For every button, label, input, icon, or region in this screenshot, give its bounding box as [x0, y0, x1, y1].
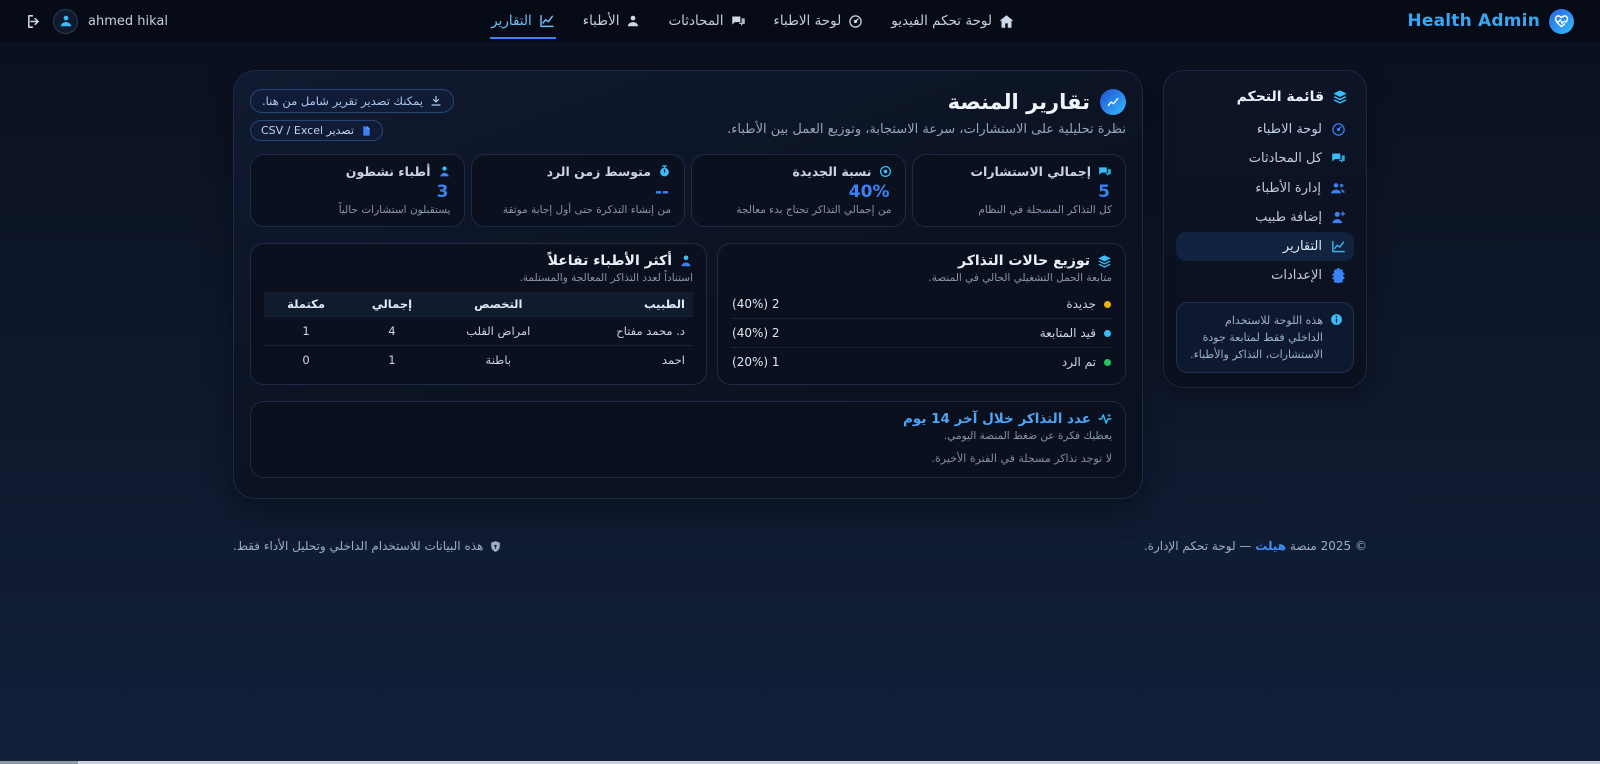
brand-name: Health Admin [1407, 11, 1540, 31]
doctor-icon [438, 165, 451, 178]
main-nav: لوحة تحكم الفيديو لوحة الاطباء المحادثات… [490, 3, 1015, 39]
stat-value: 3 [436, 182, 449, 202]
stat-new-ratio: نسبة الجديدة 40% من إجمالي التذاكر تحتاج… [691, 154, 906, 227]
stat-value: 5 [1098, 182, 1110, 202]
nav-item-chats[interactable]: المحادثات [667, 3, 746, 39]
nav-item-reports[interactable]: التقارير [490, 3, 556, 39]
reports-card: تقارير المنصة نظرة تحليلية على الاستشارا… [233, 70, 1143, 499]
top-navbar: Health Admin لوحة تحكم الفيديو لوحة الاط… [0, 0, 1600, 42]
shield-icon [489, 540, 502, 553]
user-icon [626, 14, 640, 28]
stopwatch-icon [658, 165, 671, 178]
footer-brand: هيلث [1255, 539, 1287, 553]
stat-total-consultations: إجمالي الاستشارات 5 كل التذاكر المسجلة ف… [911, 154, 1126, 227]
chat-bubbles-icon [1331, 151, 1346, 166]
user-plus-icon [1331, 210, 1346, 225]
distribution-row-inprogress: قيد المتابعة 2 (40%) [731, 319, 1112, 348]
export-hint-button[interactable]: يمكنك تصدير تقرير شامل من هنا. [250, 89, 454, 113]
report-icon [1100, 89, 1126, 115]
stat-active-doctors: أطباء نشطون 3 يستقبلون استشارات حالياً [250, 154, 465, 227]
table-row: احمد باطنة 1 0 [264, 345, 693, 374]
layers-icon [1332, 89, 1348, 105]
nav-item-label: لوحة الاطباء [773, 13, 842, 29]
doctors-table: الطبيب التخصص إجمالي مكتملة د. محمد مفتا… [264, 292, 693, 374]
sidebar-note-text: هذه اللوحة للاستخدام الداخلي فقط لمتابعة… [1190, 314, 1323, 362]
footer-disclaimer: هذه البيانات للاستخدام الداخلي وتحليل ال… [233, 539, 502, 553]
info-icon [1330, 313, 1343, 326]
doctors-table-header: الطبيب التخصص إجمالي مكتملة [264, 292, 693, 317]
table-row: د. محمد مفتاح امراض القلب 4 1 [264, 316, 693, 346]
chat-bubbles-icon [731, 14, 746, 29]
stats-row: إجمالي الاستشارات 5 كل التذاكر المسجلة ف… [250, 154, 1126, 227]
stat-avg-response-time: متوسط زمن الرد -- من إنشاء التذكرة حتى أ… [470, 154, 685, 227]
tickets-14days-panel: عدد التذاكر خلال آخر 14 يوم يعطيك فكرة ع… [250, 401, 1126, 478]
sidebar-item-doctors-dashboard[interactable]: لوحة الاطباء [1176, 115, 1354, 144]
users-icon [1330, 180, 1346, 196]
horizontal-scrollbar[interactable] [0, 761, 1600, 764]
heart-pulse-icon [1549, 8, 1574, 34]
stat-caption: من إنشاء التذكرة حتى أول إجابة موثقة [502, 204, 671, 216]
stat-caption: يستقبلون استشارات حالياً [338, 204, 451, 216]
doctor-icon [679, 254, 693, 268]
export-csv-button[interactable]: تصدير CSV / Excel [250, 120, 384, 141]
distribution-row-new: جديدة 2 (40%) [731, 290, 1112, 319]
gauge-icon [1331, 122, 1346, 137]
user-area: ahmed hikal [26, 8, 168, 34]
chart-line-icon [1331, 239, 1346, 254]
home-icon [999, 14, 1014, 29]
page-subtitle: نظرة تحليلية على الاستشارات، سرعة الاستج… [727, 122, 1126, 137]
footer-copyright: © 2025 منصة هيلث — لوحة تحكم الإدارة. [1143, 539, 1367, 553]
target-icon [879, 165, 892, 178]
sidebar-item-settings[interactable]: الإعدادات [1176, 261, 1354, 290]
layers-icon [1097, 254, 1112, 269]
footer: © 2025 منصة هيلث — لوحة تحكم الإدارة. هذ… [233, 539, 1367, 553]
gear-icon [1331, 268, 1346, 283]
stat-caption: كل التذاكر المسجلة في النظام [978, 204, 1112, 216]
distribution-row-answered: تم الرد 1 (20%) [731, 348, 1112, 376]
nav-item-doctors-dashboard[interactable]: لوحة الاطباء [773, 3, 865, 39]
empty-state-text: لا توجد تذاكر مسجلة في الفترة الأخيرة. [931, 452, 1112, 465]
status-dot-answered [1104, 358, 1111, 366]
nav-item-label: الأطباء [582, 13, 620, 29]
scrollbar-thumb[interactable] [0, 761, 78, 764]
stat-value: 40% [848, 182, 890, 202]
file-icon [361, 125, 372, 137]
nav-item-label: التقارير [491, 13, 532, 29]
chart-line-icon [539, 13, 555, 29]
sidebar-title: قائمة التحكم [1176, 85, 1354, 115]
brand[interactable]: Health Admin [1407, 8, 1574, 34]
sidebar-item-add-doctor[interactable]: إضافة طبيب [1176, 203, 1354, 232]
sidebar-note: هذه اللوحة للاستخدام الداخلي فقط لمتابعة… [1176, 302, 1354, 374]
page-body: قائمة التحكم لوحة الاطباء كل المحادثات إ… [233, 70, 1367, 499]
nav-item-video-dashboard[interactable]: لوحة تحكم الفيديو [890, 3, 1015, 39]
stat-value: -- [654, 182, 669, 202]
sidebar-item-reports[interactable]: التقارير [1176, 232, 1354, 261]
status-dot-inprogress [1104, 329, 1111, 337]
user-name: ahmed hikal [88, 13, 168, 29]
top-doctors-panel: أكثر الأطباء تفاعلاً استناداً لعدد التذا… [250, 243, 707, 385]
page-title: تقارير المنصة [947, 90, 1090, 114]
sidebar-item-all-chats[interactable]: كل المحادثات [1176, 144, 1354, 173]
status-dot-new [1104, 300, 1111, 308]
control-sidebar: قائمة التحكم لوحة الاطباء كل المحادثات إ… [1163, 70, 1367, 389]
avatar[interactable] [53, 8, 78, 34]
stat-caption: من إجمالي التذاكر تحتاج بدء معالجة [736, 204, 892, 216]
download-icon [430, 95, 442, 107]
nav-item-label: لوحة تحكم الفيديو [891, 13, 992, 29]
chat-bubbles-icon [1098, 165, 1112, 179]
nav-item-doctors[interactable]: الأطباء [582, 3, 642, 39]
gauge-icon [848, 14, 863, 29]
ticket-distribution-panel: توزيع حالات التذاكر متابعة الحمل التشغيل… [717, 243, 1126, 385]
sidebar-item-manage-doctors[interactable]: إدارة الأطباء [1176, 173, 1354, 203]
logout-icon[interactable] [26, 13, 43, 30]
activity-icon [1098, 412, 1112, 426]
nav-item-label: المحادثات [668, 13, 724, 29]
